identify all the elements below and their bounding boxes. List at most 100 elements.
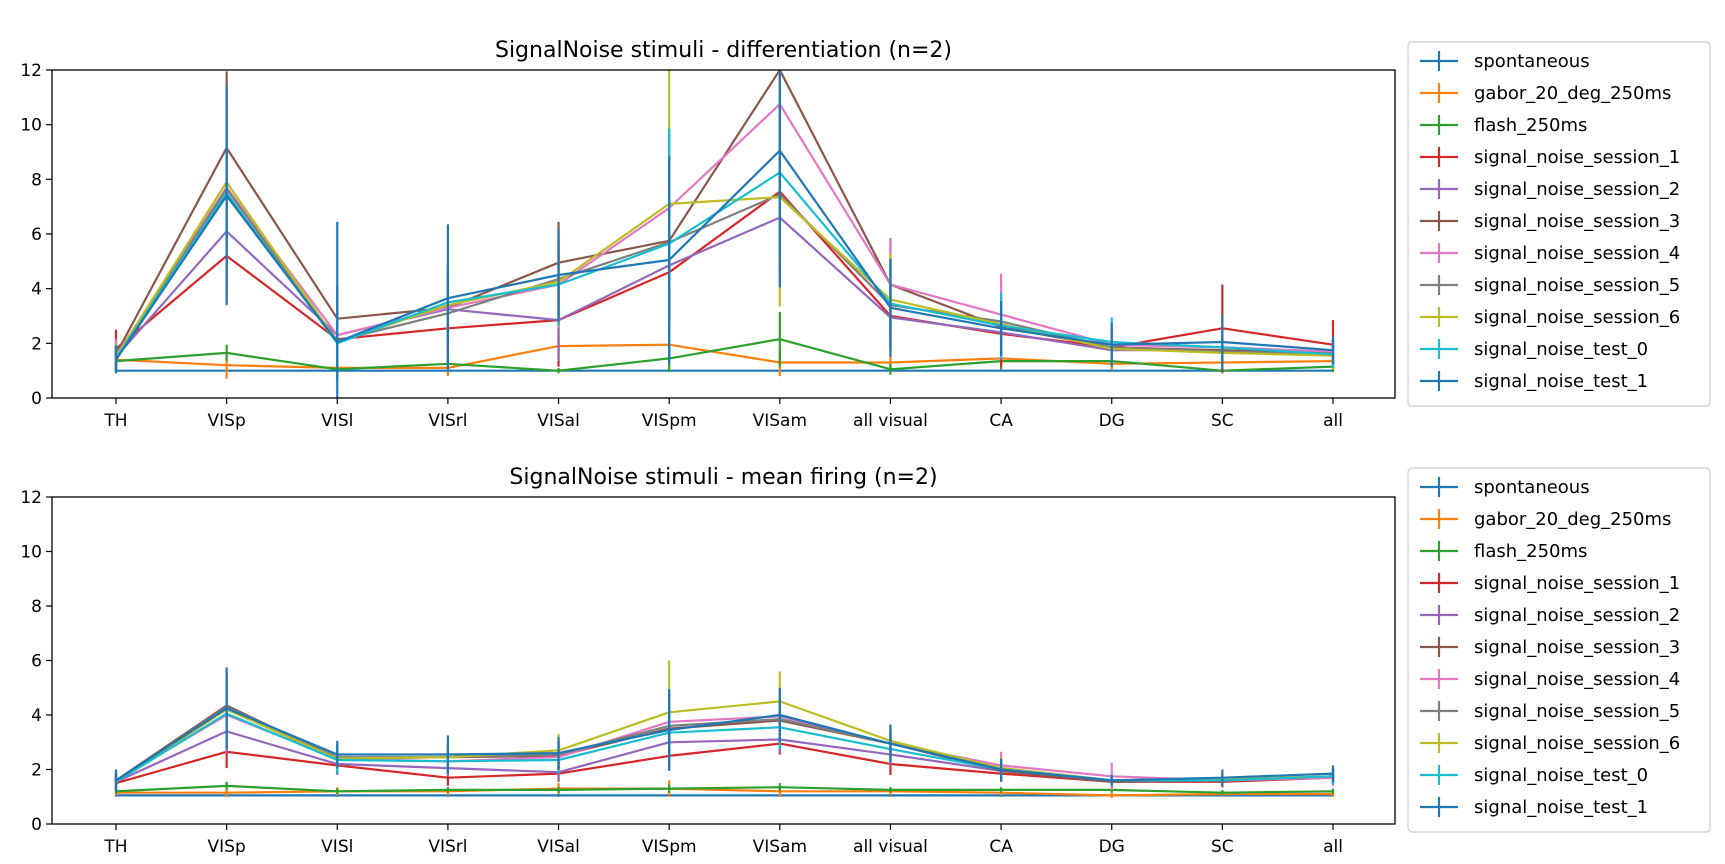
y-tick-label: 0 [31,389,42,409]
legend-item: signal_noise_test_1 [1420,371,1648,392]
legend-item: signal_noise_session_3 [1420,637,1680,658]
series-signal_noise_session_5 [114,676,1335,790]
legend-label: signal_noise_session_3 [1474,211,1680,232]
series-line [115,187,1334,360]
x-tick-label: VISam [753,837,807,857]
legend-item: signal_noise_test_1 [1420,797,1648,818]
y-tick-label: 10 [20,116,42,136]
x-tick-label: VISrl [428,837,467,857]
legend-item: signal_noise_test_0 [1420,339,1648,360]
legend-label: flash_250ms [1474,115,1587,136]
legend-item: spontaneous [1420,51,1590,72]
x-tick-label: DG [1099,837,1125,857]
series-signal_noise_session_4 [114,70,1335,373]
legend-label: gabor_20_deg_250ms [1474,509,1671,530]
series-signal_noise_test_1 [114,667,1335,792]
legend-item: signal_noise_session_3 [1420,211,1680,232]
x-tick-label: VISl [321,411,353,431]
legend-label: signal_noise_session_1 [1474,573,1680,594]
x-tick-label: VISp [208,837,246,857]
plot-area [114,70,1335,398]
y-tick-label: 10 [20,543,42,563]
y-tick-label: 12 [20,61,42,81]
legend-item: signal_noise_session_2 [1420,605,1680,626]
y-tick-label: 4 [31,280,42,300]
legend-label: flash_250ms [1474,541,1587,562]
series-line [115,707,1334,782]
series-signal_noise_session_5 [114,120,1335,373]
legend-item: signal_noise_session_6 [1420,307,1680,328]
series-line [115,70,1334,355]
x-tick-label: VISal [537,837,580,857]
series-line [115,149,1334,361]
legend-item: signal_noise_session_4 [1420,243,1680,264]
legend-item: signal_noise_session_5 [1420,275,1680,296]
legend-box [1407,467,1711,833]
x-tick-label: all visual [853,411,928,431]
x-tick-label: TH [103,837,127,857]
series-line [115,338,1334,372]
series-line [115,190,1334,350]
x-tick-label: VISp [208,411,246,431]
series-line [115,103,1334,357]
legend-item: signal_noise_session_5 [1420,701,1680,722]
legend-item: flash_250ms [1420,115,1587,136]
x-tick-label: SC [1211,411,1234,431]
legend-item: signal_noise_session_4 [1420,669,1680,690]
legend-label: spontaneous [1474,51,1590,72]
legend-label: signal_noise_session_2 [1474,179,1680,200]
series-flash_250ms [114,781,1335,796]
legend-label: signal_noise_session_6 [1474,307,1680,328]
legend-label: gabor_20_deg_250ms [1474,83,1671,104]
series-signal_noise_test_1 [114,70,1335,398]
x-tick-label: all [1323,411,1343,431]
y-tick-label: 8 [31,170,42,190]
x-tick-label: CA [989,837,1013,857]
legend-label: signal_noise_session_4 [1474,243,1680,264]
legend-item: signal_noise_session_2 [1420,179,1680,200]
series-signal_noise_session_1 [114,136,1335,373]
legend-item: gabor_20_deg_250ms [1420,509,1671,530]
x-tick-label: VISpm [642,837,697,857]
x-tick-label: TH [103,411,127,431]
y-tick-label: 0 [31,815,42,835]
legend-label: signal_noise_test_0 [1474,339,1648,360]
x-tick-label: SC [1211,837,1234,857]
x-tick-label: VISl [321,837,353,857]
y-tick-label: 12 [20,488,42,508]
axes-frame [51,496,1396,825]
series-signal_noise_session_2 [114,157,1335,371]
legend: spontaneous gabor_20_deg_250ms flash_250ms… [1407,467,1711,833]
x-tick-label: CA [989,411,1013,431]
series-line [115,784,1334,794]
y-tick-label: 2 [31,761,42,781]
x-tick-label: DG [1099,411,1125,431]
y-tick-label: 2 [31,334,42,354]
y-tick-label: 6 [31,652,42,672]
chart-panel-1: SignalNoise stimuli - differentiation (n… [20,38,1711,431]
y-tick-label: 8 [31,597,42,617]
x-tick-label: VISam [753,411,807,431]
legend-item: signal_noise_test_0 [1420,765,1648,786]
legend-item: spontaneous [1420,477,1590,498]
x-tick-label: VISrl [428,411,467,431]
legend-label: signal_noise_session_3 [1474,637,1680,658]
y-tick-label: 6 [31,225,42,245]
x-tick-label: all [1323,837,1343,857]
legend-item: signal_noise_session_6 [1420,733,1680,754]
legend-label: spontaneous [1474,477,1590,498]
series-line [115,181,1334,358]
legend-box [1407,41,1711,407]
legend-label: signal_noise_session_5 [1474,275,1680,296]
y-tick-label: 4 [31,706,42,726]
chart-title: SignalNoise stimuli - differentiation (n… [495,38,952,63]
legend-label: signal_noise_session_4 [1474,669,1680,690]
x-tick-label: VISal [537,411,580,431]
legend-item: gabor_20_deg_250ms [1420,83,1671,104]
legend-label: signal_noise_session_5 [1474,701,1680,722]
x-tick-label: VISpm [642,411,697,431]
legend-label: signal_noise_test_0 [1474,765,1648,786]
legend-label: signal_noise_test_1 [1474,371,1648,392]
legend-label: signal_noise_session_6 [1474,733,1680,754]
